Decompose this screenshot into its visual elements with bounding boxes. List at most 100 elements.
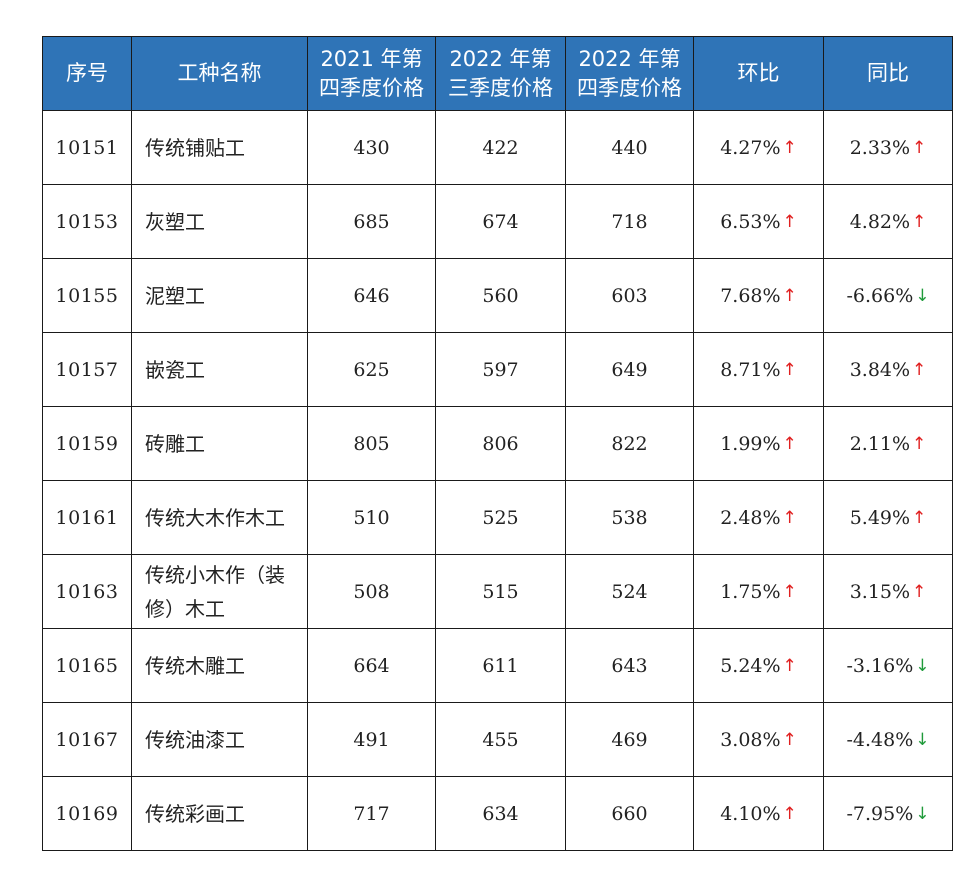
cell-id: 10163 <box>42 554 132 629</box>
cell-price-2022q4: 524 <box>565 554 694 629</box>
arrow-up-icon: ↑ <box>912 433 927 454</box>
cell-job-name: 嵌瓷工 <box>131 332 308 407</box>
cell-qoq-value: 4.10% <box>720 802 781 825</box>
cell-id: 10165 <box>42 628 132 703</box>
price-table: 序号 工种名称 2021 年第 四季度价格 2022 年第 三季度价格 2022 年… <box>42 36 953 851</box>
cell-qoq: 4.10% ↑ <box>693 776 824 851</box>
arrow-up-icon: ↑ <box>912 507 927 528</box>
cell-id: 10161 <box>42 480 132 555</box>
cell-qoq: 7.68% ↑ <box>693 258 824 333</box>
header-2021q4-line1: 2021 年第 <box>320 46 423 71</box>
header-yoy: 同比 <box>823 36 953 111</box>
cell-yoy-value: -4.48% <box>846 728 914 751</box>
header-2021q4-line2: 四季度价格 <box>319 75 424 100</box>
cell-price-2022q3: 515 <box>435 554 566 629</box>
cell-price-2021q4: 805 <box>307 406 436 481</box>
cell-yoy: 2.33% ↑ <box>823 110 953 185</box>
cell-price-2022q4: 660 <box>565 776 694 851</box>
arrow-down-icon: ↓ <box>915 803 930 824</box>
cell-id: 10151 <box>42 110 132 185</box>
cell-yoy-value: 3.15% <box>849 580 911 603</box>
cell-price-2022q3: 806 <box>435 406 566 481</box>
cell-yoy: 5.49% ↑ <box>823 480 953 555</box>
arrow-down-icon: ↓ <box>915 729 930 750</box>
cell-yoy: -6.66% ↓ <box>823 258 953 333</box>
cell-price-2022q4: 538 <box>565 480 694 555</box>
cell-yoy: -3.16% ↓ <box>823 628 953 703</box>
cell-price-2022q3: 560 <box>435 258 566 333</box>
cell-price-2022q3: 422 <box>435 110 566 185</box>
header-qoq-label: 环比 <box>737 61 780 85</box>
cell-job-name: 灰塑工 <box>131 184 308 259</box>
table-row: 10167 传统油漆工 491 455 469 3.08% ↑ -4.48% ↓ <box>42 702 953 777</box>
arrow-down-icon: ↓ <box>915 285 930 306</box>
cell-qoq: 1.99% ↑ <box>693 406 824 481</box>
cell-price-2021q4: 717 <box>307 776 436 851</box>
cell-price-2021q4: 664 <box>307 628 436 703</box>
arrow-down-icon: ↓ <box>915 655 930 676</box>
header-2021q4: 2021 年第 四季度价格 <box>307 36 436 111</box>
arrow-up-icon: ↑ <box>782 285 797 306</box>
table-row: 10163 传统小木作（装修）木工 508 515 524 1.75% ↑ 3.15% ↑ <box>42 554 953 629</box>
table-row: 10157 嵌瓷工 625 597 649 8.71% ↑ 3.84% ↑ <box>42 332 953 407</box>
cell-price-2022q3: 634 <box>435 776 566 851</box>
arrow-up-icon: ↑ <box>782 433 797 454</box>
header-id: 序号 <box>42 36 132 111</box>
cell-qoq-value: 4.27% <box>720 136 781 159</box>
cell-yoy-value: -3.16% <box>846 654 914 677</box>
cell-price-2021q4: 508 <box>307 554 436 629</box>
cell-id: 10157 <box>42 332 132 407</box>
cell-price-2022q4: 469 <box>565 702 694 777</box>
table-row: 10161 传统大木作木工 510 525 538 2.48% ↑ 5.49% ↑ <box>42 480 953 555</box>
cell-price-2022q3: 611 <box>435 628 566 703</box>
cell-qoq: 1.75% ↑ <box>693 554 824 629</box>
cell-price-2022q4: 718 <box>565 184 694 259</box>
cell-yoy: 3.15% ↑ <box>823 554 953 629</box>
cell-yoy-value: 5.49% <box>849 506 911 529</box>
arrow-up-icon: ↑ <box>782 803 797 824</box>
cell-job-name: 传统铺贴工 <box>131 110 308 185</box>
cell-qoq: 4.27% ↑ <box>693 110 824 185</box>
cell-qoq: 5.24% ↑ <box>693 628 824 703</box>
header-qoq: 环比 <box>693 36 824 111</box>
header-2022q4-line2: 四季度价格 <box>577 75 682 100</box>
table-row: 10153 灰塑工 685 674 718 6.53% ↑ 4.82% ↑ <box>42 184 953 259</box>
cell-job-name: 砖雕工 <box>131 406 308 481</box>
header-2022q3: 2022 年第 三季度价格 <box>435 36 566 111</box>
arrow-up-icon: ↑ <box>912 137 927 158</box>
header-row: 序号 工种名称 2021 年第 四季度价格 2022 年第 三季度价格 2022 年… <box>42 36 953 111</box>
arrow-up-icon: ↑ <box>782 137 797 158</box>
cell-yoy-value: 3.84% <box>849 358 911 381</box>
cell-job-name: 泥塑工 <box>131 258 308 333</box>
cell-price-2021q4: 646 <box>307 258 436 333</box>
cell-price-2022q3: 597 <box>435 332 566 407</box>
cell-id: 10155 <box>42 258 132 333</box>
arrow-up-icon: ↑ <box>782 729 797 750</box>
cell-yoy: -4.48% ↓ <box>823 702 953 777</box>
cell-price-2022q4: 440 <box>565 110 694 185</box>
cell-qoq-value: 5.24% <box>720 654 781 677</box>
header-2022q3-line2: 三季度价格 <box>448 75 553 100</box>
arrow-up-icon: ↑ <box>782 581 797 602</box>
cell-price-2022q4: 643 <box>565 628 694 703</box>
cell-yoy: 3.84% ↑ <box>823 332 953 407</box>
table-row: 10165 传统木雕工 664 611 643 5.24% ↑ -3.16% ↓ <box>42 628 953 703</box>
table-row: 10151 传统铺贴工 430 422 440 4.27% ↑ 2.33% ↑ <box>42 110 953 185</box>
cell-price-2021q4: 430 <box>307 110 436 185</box>
table-header: 序号 工种名称 2021 年第 四季度价格 2022 年第 三季度价格 2022 年… <box>42 36 953 111</box>
cell-id: 10169 <box>42 776 132 851</box>
arrow-up-icon: ↑ <box>782 359 797 380</box>
cell-job-name: 传统大木作木工 <box>131 480 308 555</box>
cell-yoy-value: 2.11% <box>849 432 911 455</box>
cell-job-name: 传统油漆工 <box>131 702 308 777</box>
cell-id: 10153 <box>42 184 132 259</box>
cell-yoy: -7.95% ↓ <box>823 776 953 851</box>
header-job-name: 工种名称 <box>131 36 308 111</box>
cell-qoq-value: 3.08% <box>720 728 781 751</box>
table-row: 10159 砖雕工 805 806 822 1.99% ↑ 2.11% ↑ <box>42 406 953 481</box>
cell-price-2022q3: 455 <box>435 702 566 777</box>
arrow-up-icon: ↑ <box>782 655 797 676</box>
arrow-up-icon: ↑ <box>782 507 797 528</box>
cell-yoy-value: 2.33% <box>849 136 911 159</box>
cell-qoq: 3.08% ↑ <box>693 702 824 777</box>
